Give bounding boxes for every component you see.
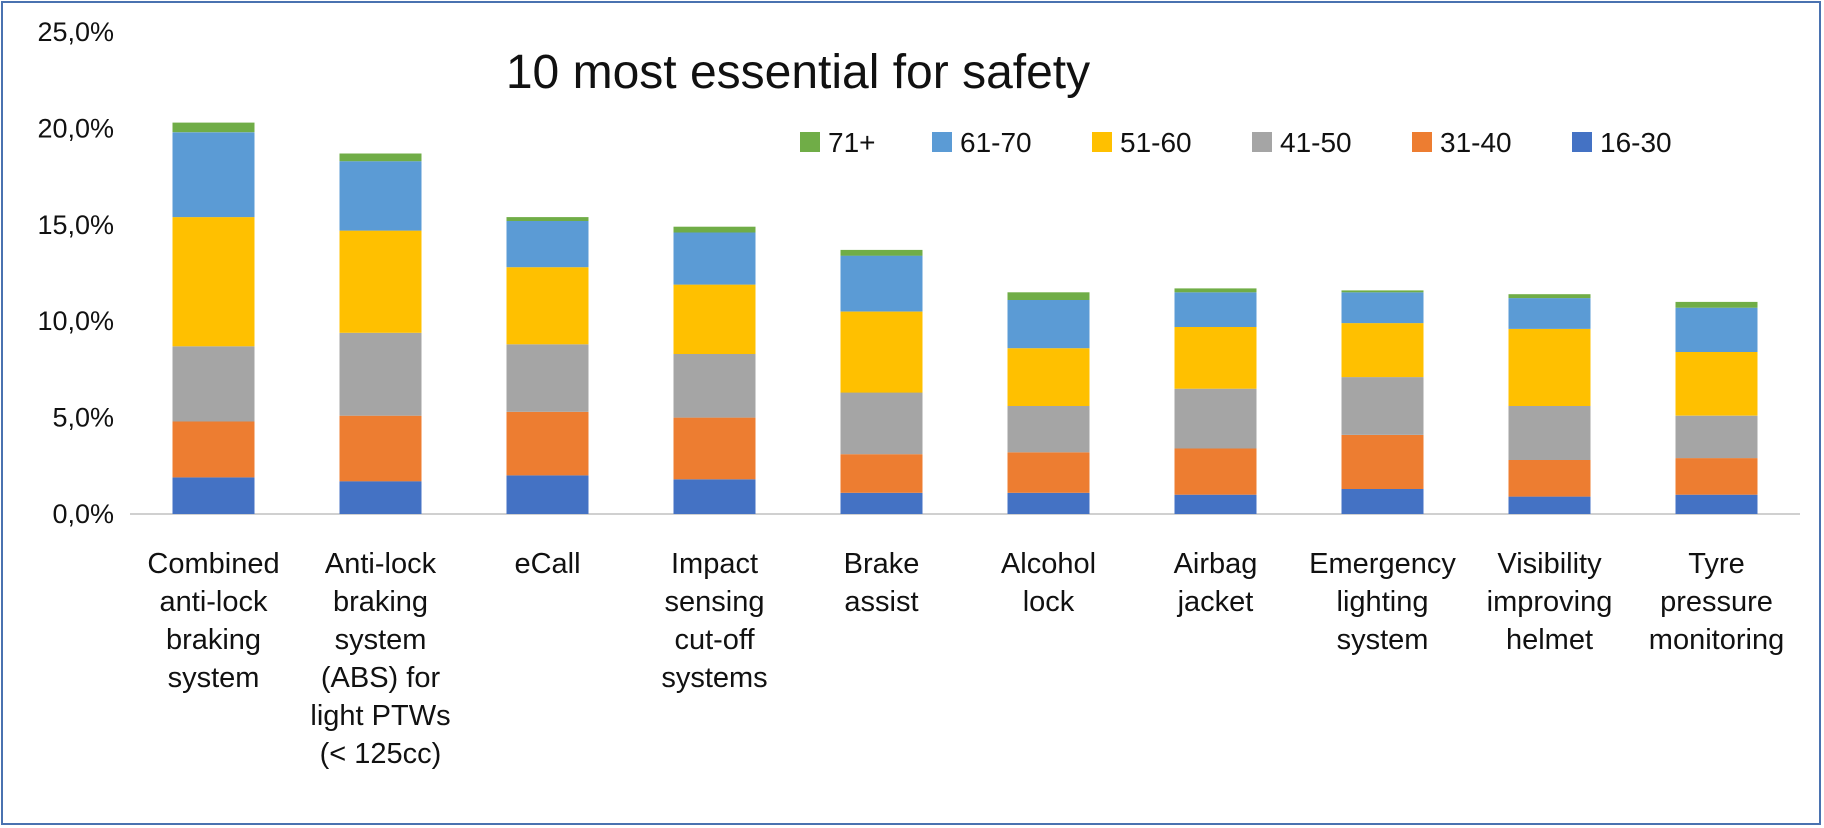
bar-segment-51-60 xyxy=(506,267,589,345)
bar-segment-16-30 xyxy=(1675,494,1758,514)
bar-segment-51-60 xyxy=(1675,352,1758,416)
bar-segment-16-30 xyxy=(1007,492,1090,514)
legend-swatch-31-40 xyxy=(1412,132,1432,152)
bar-segment-16-30 xyxy=(840,492,923,514)
legend-label-31-40: 31-40 xyxy=(1440,127,1512,158)
bar-segment-61-70 xyxy=(506,220,589,268)
bar-segment-31-40 xyxy=(339,415,422,482)
bar-segment-31-40 xyxy=(1174,448,1257,495)
bar-segment-71+ xyxy=(172,122,255,133)
bar-segment-16-30 xyxy=(673,479,756,514)
bar-segment-51-60 xyxy=(172,217,255,347)
bar-segment-31-40 xyxy=(172,421,255,478)
bar-segment-31-40 xyxy=(1675,458,1758,495)
bar-segment-61-70 xyxy=(1675,307,1758,352)
bar-segment-16-30 xyxy=(339,481,422,514)
bar-segment-71+ xyxy=(506,217,589,221)
bar-segment-41-50 xyxy=(506,344,589,412)
bar-segment-71+ xyxy=(1341,290,1424,293)
bar-segment-51-60 xyxy=(673,284,756,354)
category-label: Airbag jacket xyxy=(1174,548,1258,618)
bar-segment-41-50 xyxy=(1341,377,1424,435)
category-label: eCall xyxy=(514,548,580,580)
bar-segment-61-70 xyxy=(840,255,923,312)
bar-segment-71+ xyxy=(840,249,923,256)
bar-segment-31-40 xyxy=(1007,452,1090,493)
bar-segment-61-70 xyxy=(172,132,255,218)
bar-segment-41-50 xyxy=(1508,406,1591,460)
category-label: Impact sensing cut-off systems xyxy=(661,548,767,694)
bar-segment-41-50 xyxy=(339,332,422,416)
bar-segment-41-50 xyxy=(673,354,756,418)
category-label: Anti-lock braking system (ABS) for light PTW… xyxy=(310,548,450,770)
category-label: Brake assist xyxy=(844,548,920,618)
bar-segment-31-40 xyxy=(1341,435,1424,489)
bar-segment-51-60 xyxy=(1174,327,1257,389)
bar-segment-61-70 xyxy=(1007,300,1090,349)
bar-segment-31-40 xyxy=(506,411,589,476)
legend-swatch-71+ xyxy=(800,132,820,152)
bar-segment-71+ xyxy=(1675,301,1758,308)
chart-title: 10 most essential for safety xyxy=(506,46,1090,99)
category-label: Visibility improving helmet xyxy=(1487,548,1613,656)
legend-swatch-41-50 xyxy=(1252,132,1272,152)
bar-segment-51-60 xyxy=(840,311,923,393)
bar-segment-71+ xyxy=(1174,288,1257,293)
bar-segment-16-30 xyxy=(1174,494,1257,514)
legend: 71+ 61-70 51-60 41-50 31-40 16-30 xyxy=(800,127,1672,158)
bar-segment-51-60 xyxy=(1508,328,1591,406)
legend-swatch-16-30 xyxy=(1572,132,1592,152)
bar-segment-16-30 xyxy=(506,475,589,514)
y-tick-label: 25,0% xyxy=(37,17,114,47)
bar-segment-71+ xyxy=(1007,292,1090,300)
category-label: Emergency lighting system xyxy=(1309,548,1456,656)
bar-segment-51-60 xyxy=(1341,323,1424,378)
bar-segment-71+ xyxy=(339,153,422,162)
bar-segment-61-70 xyxy=(1174,292,1257,327)
category-label: Alcohol lock xyxy=(1001,548,1096,618)
bar-segment-41-50 xyxy=(172,346,255,422)
bar-segment-71+ xyxy=(1508,294,1591,299)
legend-label-51-60: 51-60 xyxy=(1120,127,1192,158)
bar-segment-71+ xyxy=(673,226,756,233)
category-label: Combined anti-lock braking system xyxy=(147,548,279,694)
bar-segment-16-30 xyxy=(1508,496,1591,514)
legend-label-71+: 71+ xyxy=(828,127,876,158)
legend-label-16-30: 16-30 xyxy=(1600,127,1672,158)
legend-label-41-50: 41-50 xyxy=(1280,127,1352,158)
bar-segment-16-30 xyxy=(172,477,255,514)
legend-swatch-51-60 xyxy=(1092,132,1112,152)
bar-segment-61-70 xyxy=(673,232,756,285)
y-tick-label: 20,0% xyxy=(37,113,114,143)
bar-segment-41-50 xyxy=(1174,388,1257,449)
bar-segment-51-60 xyxy=(1007,348,1090,406)
bars xyxy=(172,122,1758,514)
bar-segment-41-50 xyxy=(1007,406,1090,453)
bar-segment-51-60 xyxy=(339,230,422,333)
bar-segment-61-70 xyxy=(1341,292,1424,324)
bar-segment-61-70 xyxy=(339,161,422,231)
legend-label-61-70: 61-70 xyxy=(960,127,1032,158)
bar-segment-31-40 xyxy=(840,454,923,493)
bar-segment-31-40 xyxy=(673,417,756,480)
bar-segment-16-30 xyxy=(1341,488,1424,514)
bar-segment-41-50 xyxy=(1675,415,1758,459)
bar-segment-41-50 xyxy=(840,392,923,455)
category-label: Tyre pressure monitoring xyxy=(1649,548,1784,656)
y-tick-label: 15,0% xyxy=(37,210,114,240)
bar-segment-31-40 xyxy=(1508,460,1591,497)
y-tick-label: 5,0% xyxy=(52,403,114,433)
bar-segment-61-70 xyxy=(1508,298,1591,329)
y-tick-label: 0,0% xyxy=(52,499,114,529)
legend-swatch-61-70 xyxy=(932,132,952,152)
y-tick-label: 10,0% xyxy=(37,306,114,336)
